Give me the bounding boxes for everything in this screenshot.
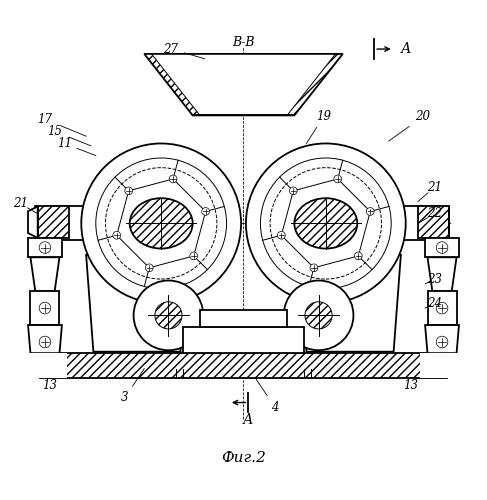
- Circle shape: [113, 232, 121, 239]
- Circle shape: [133, 280, 203, 350]
- Bar: [40, 353, 447, 378]
- Ellipse shape: [294, 198, 357, 248]
- Circle shape: [289, 187, 297, 194]
- Polygon shape: [428, 258, 456, 291]
- Polygon shape: [117, 179, 206, 268]
- Circle shape: [246, 144, 406, 304]
- Text: 17: 17: [37, 113, 53, 126]
- Circle shape: [366, 208, 374, 216]
- Text: 13: 13: [403, 379, 418, 392]
- Text: 3: 3: [121, 391, 129, 404]
- Bar: [200, 310, 287, 326]
- Polygon shape: [304, 255, 401, 352]
- Polygon shape: [28, 325, 62, 353]
- Bar: [428, 291, 456, 325]
- Circle shape: [334, 175, 341, 183]
- Circle shape: [270, 168, 381, 279]
- Text: 27: 27: [163, 42, 178, 56]
- Text: 21: 21: [427, 180, 442, 194]
- Bar: [28, 238, 62, 258]
- Circle shape: [284, 280, 354, 350]
- Circle shape: [146, 264, 153, 272]
- Polygon shape: [281, 179, 370, 268]
- Circle shape: [436, 336, 448, 348]
- Circle shape: [39, 242, 51, 254]
- Circle shape: [81, 144, 241, 304]
- Polygon shape: [425, 325, 459, 353]
- Text: 19: 19: [316, 110, 331, 124]
- Text: 15: 15: [47, 125, 62, 138]
- Circle shape: [436, 302, 448, 314]
- Circle shape: [106, 168, 217, 279]
- Circle shape: [155, 302, 182, 329]
- Circle shape: [278, 232, 285, 239]
- Text: 4: 4: [271, 401, 279, 414]
- Circle shape: [39, 336, 51, 348]
- Circle shape: [190, 252, 198, 260]
- Circle shape: [96, 158, 226, 288]
- Polygon shape: [28, 206, 37, 238]
- Bar: [23, 353, 67, 378]
- Circle shape: [125, 187, 132, 194]
- Text: 21: 21: [13, 198, 28, 210]
- Circle shape: [310, 264, 318, 272]
- Bar: [401, 206, 440, 240]
- Bar: [37, 206, 69, 238]
- Bar: [40, 353, 447, 378]
- Text: 24: 24: [427, 297, 442, 310]
- Circle shape: [355, 252, 362, 260]
- Bar: [418, 206, 450, 238]
- Polygon shape: [31, 258, 59, 291]
- Text: А: А: [243, 414, 254, 428]
- Bar: [425, 238, 459, 258]
- Ellipse shape: [130, 198, 193, 248]
- Circle shape: [39, 302, 51, 314]
- Circle shape: [305, 302, 332, 329]
- Text: 22: 22: [427, 207, 442, 220]
- Bar: [37, 206, 69, 238]
- Text: Фиг.2: Фиг.2: [221, 451, 266, 465]
- Circle shape: [202, 208, 209, 216]
- Circle shape: [261, 158, 391, 288]
- Circle shape: [169, 175, 177, 183]
- Text: В-В: В-В: [232, 36, 255, 50]
- Text: 11: 11: [57, 137, 72, 150]
- Polygon shape: [86, 255, 183, 352]
- Text: 13: 13: [42, 379, 57, 392]
- Polygon shape: [144, 54, 343, 116]
- Bar: [47, 206, 86, 240]
- Bar: [420, 353, 464, 378]
- Circle shape: [436, 242, 448, 254]
- Bar: [183, 326, 304, 353]
- Text: А: А: [400, 42, 411, 56]
- Bar: [31, 291, 59, 325]
- Text: 23: 23: [427, 272, 442, 285]
- Bar: [418, 206, 450, 238]
- Text: 20: 20: [415, 110, 430, 124]
